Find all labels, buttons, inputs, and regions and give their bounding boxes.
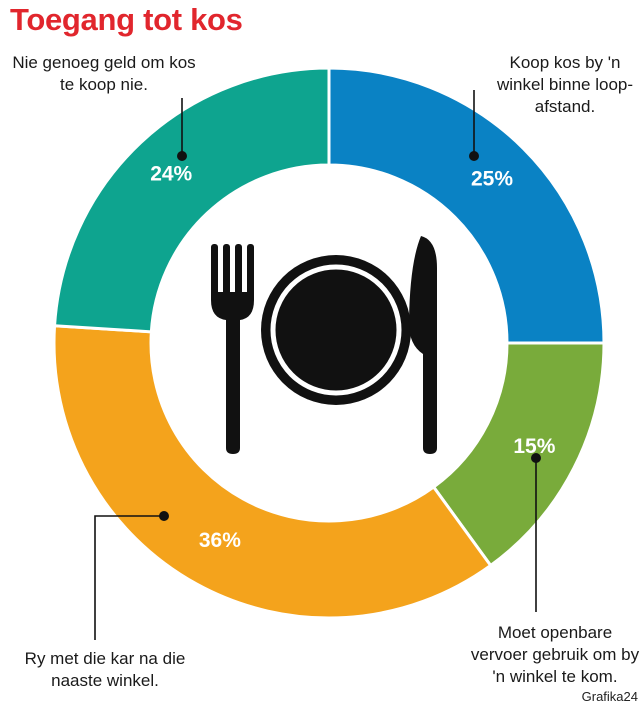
slice-percent-label: 24% (150, 163, 192, 186)
plate-fork-knife-icon (211, 236, 437, 454)
donut-slice (52, 66, 331, 334)
donut-slice (52, 324, 493, 620)
annotation-walking-distance: Koop kos by 'n winkel binne loop-afstand… (496, 53, 634, 116)
donut-slice (327, 66, 606, 345)
slice-percent-label: 36% (199, 529, 241, 552)
annotation-not-enough-money: Nie genoeg geld om kos te koop nie. (12, 53, 196, 94)
annotation-public-transport: Moet openbare vervoer gebruik om by 'n w… (470, 623, 640, 686)
donut-slices (52, 66, 606, 620)
source-credit: Grafika24 (581, 689, 638, 704)
chart-title: Toegang tot kos (10, 2, 243, 37)
slice-percent-label: 25% (471, 168, 513, 191)
annotation-drive-car: Ry met die kar na die naaste winkel. (24, 649, 186, 690)
slice-percent-label: 15% (513, 435, 555, 458)
